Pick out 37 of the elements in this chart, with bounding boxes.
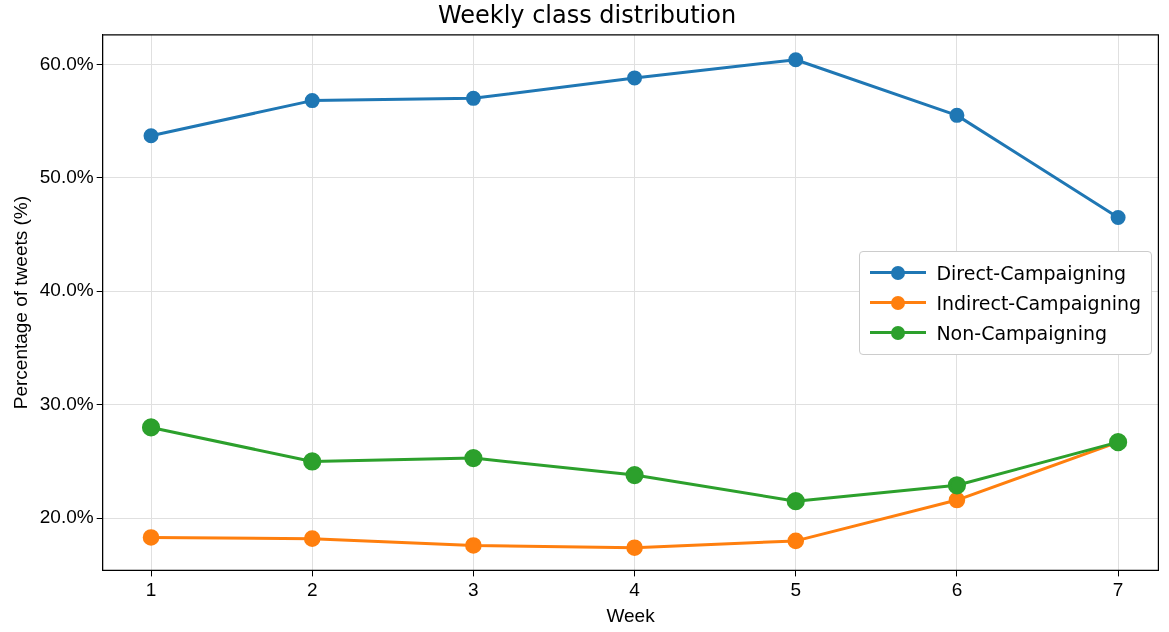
- y-tick-label: 50.0%: [39, 166, 94, 188]
- x-tick-label: 1: [145, 579, 157, 601]
- x-axis-title: Week: [606, 604, 656, 626]
- legend-label: Indirect-Campaigning: [936, 291, 1142, 314]
- point: [465, 90, 481, 106]
- point: [303, 530, 321, 547]
- point: [464, 448, 483, 468]
- point: [947, 476, 967, 495]
- point: [143, 128, 159, 144]
- y-tick-label: 40.0%: [39, 279, 94, 301]
- point: [627, 70, 643, 86]
- point: [949, 107, 965, 123]
- y-tick-label: 30.0%: [39, 392, 94, 414]
- legend-label: Non-Campaigning: [936, 321, 1108, 344]
- point: [626, 539, 643, 557]
- x-tick-label: 6: [951, 579, 963, 601]
- point: [948, 491, 966, 509]
- point: [303, 452, 322, 471]
- y-axis-title: Percentage of tweets (%): [9, 195, 31, 410]
- point: [142, 529, 160, 546]
- point: [304, 93, 320, 109]
- x-tick-label: 4: [629, 579, 641, 601]
- x-tick-label: 5: [790, 579, 802, 601]
- point: [465, 537, 482, 554]
- x-tick-label: 3: [468, 579, 479, 601]
- point: [1110, 209, 1126, 225]
- y-tick-label: 20.0%: [39, 506, 94, 528]
- point: [788, 52, 804, 68]
- x-tick-label: 2: [306, 579, 318, 601]
- x-tick-label: 7: [1112, 579, 1124, 601]
- y-tick-label: 60.0%: [39, 52, 94, 74]
- point: [786, 492, 805, 511]
- point: [787, 532, 805, 550]
- chart-title: Weekly class distribution: [437, 0, 737, 29]
- point: [625, 465, 644, 485]
- point: [141, 418, 161, 437]
- legend-label: Direct-Campaigning: [936, 261, 1127, 284]
